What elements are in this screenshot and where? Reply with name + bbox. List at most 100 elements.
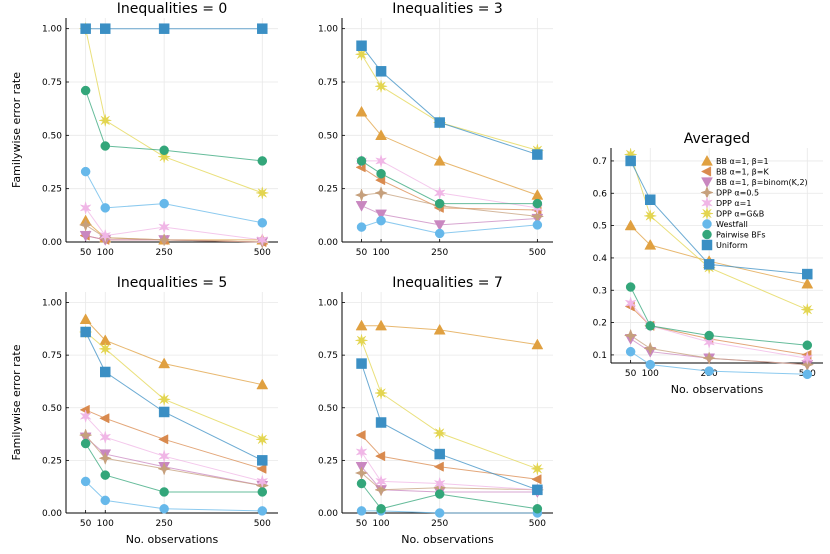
data-point-pairwise-bfs bbox=[100, 470, 111, 480]
series-line-bb-alpha1-binom bbox=[85, 436, 263, 487]
series-line-dpp-alpha05 bbox=[85, 434, 263, 487]
legend-item-bb-alpha1-beta1: BB α=1, β=1 bbox=[701, 154, 769, 166]
x-axis-label: No. observations bbox=[401, 533, 494, 546]
series-line-dpp-alpha1 bbox=[630, 302, 808, 359]
series-line-bb-alpha1-beta1 bbox=[361, 325, 538, 346]
series-line-bb-alpha1-binom bbox=[361, 466, 538, 493]
legend-item-westfall: Westfall bbox=[702, 219, 748, 229]
legend-label: Uniform bbox=[716, 241, 748, 250]
data-point-pairwise-bfs bbox=[257, 156, 268, 166]
data-point-uniform bbox=[80, 326, 91, 338]
data-point-dpp-alpha05 bbox=[643, 341, 658, 356]
x-tick-label: 500 bbox=[254, 519, 271, 529]
data-point-dpp-alpha1 bbox=[158, 220, 171, 235]
data-point-bb-alpha1-beta1 bbox=[375, 319, 387, 331]
data-point-dpp-alpha05 bbox=[374, 483, 388, 497]
legend-marker-dpp-alpha-gb bbox=[700, 207, 714, 220]
legend-label: Westfall bbox=[716, 220, 748, 229]
data-point-uniform bbox=[625, 155, 636, 167]
data-point-bb-alpha1-binom bbox=[355, 201, 368, 212]
legend-marker-bb-alpha1-binom bbox=[701, 177, 713, 189]
data-point-westfall bbox=[100, 495, 111, 506]
data-point-uniform bbox=[80, 23, 91, 34]
data-point-pairwise-bfs bbox=[80, 85, 91, 96]
data-point-dpp-alpha-gb bbox=[374, 386, 388, 400]
data-point-dpp-alpha-gb bbox=[99, 114, 112, 127]
data-point-pairwise-bfs bbox=[100, 141, 111, 151]
x-tick-label: 500 bbox=[529, 248, 546, 258]
series-line-bb-alpha1-betak bbox=[630, 306, 808, 356]
y-tick-label: 0.5 bbox=[593, 222, 607, 232]
x-tick-label: 50 bbox=[356, 248, 368, 258]
x-axis-label: No. observations bbox=[671, 383, 764, 396]
data-point-bb-alpha1-beta1 bbox=[355, 105, 368, 117]
data-point-uniform bbox=[375, 417, 387, 428]
y-tick-label: 0.00 bbox=[42, 509, 62, 519]
data-point-dpp-alpha-gb bbox=[374, 80, 388, 93]
series-line-dpp-alpha-gb bbox=[85, 28, 263, 194]
data-point-bb-alpha1-beta1 bbox=[624, 219, 637, 231]
data-point-dpp-alpha05 bbox=[623, 328, 638, 343]
series-line-pairwise-bfs bbox=[630, 286, 808, 346]
series-line-uniform bbox=[85, 331, 263, 461]
data-point-dpp-alpha1 bbox=[375, 153, 388, 168]
series-line-bb-alpha1-beta1 bbox=[85, 319, 263, 386]
data-point-uniform bbox=[802, 268, 813, 280]
data-point-dpp-alpha-gb bbox=[158, 393, 171, 406]
data-point-bb-alpha1-beta1 bbox=[801, 277, 814, 289]
panel-ineq5: 50 100 250 500 0.00 0.25 0.50 0.75 1.00 Inequalit… bbox=[10, 275, 278, 546]
data-point-uniform bbox=[434, 117, 445, 128]
data-point-westfall bbox=[80, 166, 91, 177]
series-line-pairwise-bfs bbox=[361, 160, 538, 205]
data-point-pairwise-bfs bbox=[434, 489, 445, 499]
data-point-uniform bbox=[645, 194, 656, 205]
data-point-dpp-alpha1 bbox=[158, 449, 171, 464]
legend-label: DPP α=1 bbox=[716, 199, 751, 208]
panel-title: Inequalities = 0 bbox=[117, 1, 228, 17]
data-point-pairwise-bfs bbox=[532, 504, 543, 514]
x-axis-label: No. observations bbox=[126, 533, 219, 546]
data-point-dpp-alpha-gb bbox=[99, 342, 112, 355]
x-tick-label: 100 bbox=[372, 248, 389, 258]
y-tick-label: 0.50 bbox=[318, 131, 338, 141]
data-point-westfall bbox=[257, 218, 268, 228]
x-tick-label: 50 bbox=[80, 519, 92, 529]
y-tick-label: 0.1 bbox=[593, 351, 607, 361]
series-line-dpp-alpha-gb bbox=[85, 331, 263, 440]
legend-marker-dpp-alpha1 bbox=[700, 196, 714, 210]
y-tick-label: 0.00 bbox=[42, 238, 62, 248]
series-line-westfall bbox=[85, 171, 263, 224]
series-line-pairwise-bfs bbox=[85, 90, 263, 162]
data-point-pairwise-bfs bbox=[532, 198, 543, 209]
series-line-dpp-alpha05 bbox=[630, 335, 808, 366]
series-line-dpp-alpha1 bbox=[361, 160, 538, 209]
data-point-bb-alpha1-beta1 bbox=[644, 238, 657, 250]
data-point-bb-alpha1-betak bbox=[433, 461, 444, 472]
series-line-dpp-alpha05 bbox=[361, 472, 538, 491]
data-point-westfall bbox=[704, 366, 714, 376]
y-tick-label: 0.00 bbox=[318, 238, 338, 248]
series-line-dpp-alpha1 bbox=[85, 207, 263, 241]
data-point-dpp-alpha05 bbox=[157, 462, 171, 476]
y-axis-label: Familywise error rate bbox=[10, 72, 23, 188]
legend-item-uniform: Uniform bbox=[701, 239, 748, 251]
data-point-westfall bbox=[532, 220, 543, 230]
legend-item-bb-alpha1-betak: BB α=1, β=K bbox=[700, 166, 769, 177]
data-point-westfall bbox=[802, 369, 813, 380]
data-point-dpp-alpha-gb bbox=[256, 186, 269, 200]
series-line-pairwise-bfs bbox=[361, 483, 538, 510]
legend-marker-bb-alpha1-betak bbox=[700, 166, 712, 177]
legend-item-bb-alpha1-binom: BB α=1, β=binom(K,2) bbox=[701, 177, 808, 189]
y-tick-label: 0.25 bbox=[42, 185, 62, 195]
x-tick-label: 100 bbox=[97, 248, 114, 258]
series-line-bb-alpha1-beta1 bbox=[630, 225, 808, 285]
data-point-uniform bbox=[100, 366, 111, 378]
legend-label: BB α=1, β=binom(K,2) bbox=[716, 178, 808, 187]
data-point-pairwise-bfs bbox=[356, 156, 367, 166]
data-point-pairwise-bfs bbox=[802, 340, 813, 350]
panel-ineq0: 50 100 250 500 0.00 0.25 0.50 0.75 1.00 Inequalit… bbox=[10, 1, 278, 258]
data-point-bb-alpha1-beta1 bbox=[355, 319, 368, 331]
data-point-dpp-alpha-gb bbox=[433, 426, 446, 440]
series-line-dpp-alpha1 bbox=[361, 451, 538, 491]
